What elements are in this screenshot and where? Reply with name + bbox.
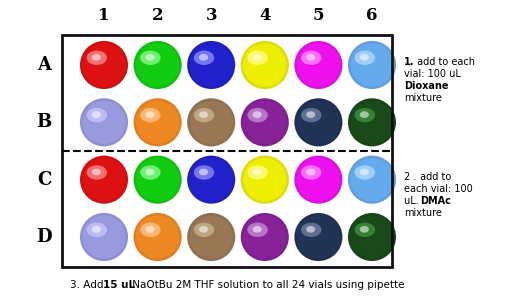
Ellipse shape xyxy=(306,226,315,233)
Text: 1: 1 xyxy=(98,6,110,23)
Ellipse shape xyxy=(360,111,369,118)
Text: NaOtBu 2M THF solution to all 24 vials using pipette: NaOtBu 2M THF solution to all 24 vials u… xyxy=(129,280,405,290)
Ellipse shape xyxy=(360,169,369,175)
Ellipse shape xyxy=(86,223,107,237)
Circle shape xyxy=(187,156,235,204)
Circle shape xyxy=(348,213,396,261)
Circle shape xyxy=(348,98,396,146)
Ellipse shape xyxy=(92,111,101,118)
Text: 2: 2 xyxy=(152,6,164,23)
Ellipse shape xyxy=(252,111,262,118)
Ellipse shape xyxy=(247,108,268,122)
Circle shape xyxy=(294,156,342,204)
Ellipse shape xyxy=(247,223,268,237)
Ellipse shape xyxy=(140,51,161,65)
Circle shape xyxy=(134,98,182,146)
Circle shape xyxy=(134,156,182,204)
Circle shape xyxy=(80,98,128,146)
Text: 4: 4 xyxy=(259,6,271,23)
Text: B: B xyxy=(36,113,52,131)
Ellipse shape xyxy=(306,169,315,175)
Text: D: D xyxy=(36,228,52,246)
Ellipse shape xyxy=(252,226,262,233)
Ellipse shape xyxy=(355,108,375,122)
Ellipse shape xyxy=(252,169,262,175)
Ellipse shape xyxy=(199,169,208,175)
Ellipse shape xyxy=(247,165,268,180)
Text: DMAc: DMAc xyxy=(420,196,451,206)
Ellipse shape xyxy=(145,54,155,61)
Text: add to each: add to each xyxy=(414,57,475,67)
Ellipse shape xyxy=(301,51,321,65)
Ellipse shape xyxy=(360,226,369,233)
Ellipse shape xyxy=(194,223,214,237)
Ellipse shape xyxy=(301,108,321,122)
Circle shape xyxy=(80,41,128,89)
Ellipse shape xyxy=(355,51,375,65)
Ellipse shape xyxy=(194,108,214,122)
Ellipse shape xyxy=(301,223,321,237)
Ellipse shape xyxy=(92,54,101,61)
Ellipse shape xyxy=(140,108,161,122)
Ellipse shape xyxy=(86,165,107,180)
Ellipse shape xyxy=(145,169,155,175)
Circle shape xyxy=(241,98,289,146)
Text: Dioxane: Dioxane xyxy=(404,81,448,91)
Ellipse shape xyxy=(145,111,155,118)
Ellipse shape xyxy=(92,226,101,233)
Ellipse shape xyxy=(140,165,161,180)
Ellipse shape xyxy=(199,111,208,118)
Circle shape xyxy=(241,156,289,204)
Text: mixture: mixture xyxy=(404,93,442,103)
Circle shape xyxy=(80,156,128,204)
Ellipse shape xyxy=(355,223,375,237)
Circle shape xyxy=(241,41,289,89)
Circle shape xyxy=(187,98,235,146)
Circle shape xyxy=(187,41,235,89)
Circle shape xyxy=(134,213,182,261)
Ellipse shape xyxy=(252,54,262,61)
Circle shape xyxy=(80,213,128,261)
Ellipse shape xyxy=(306,111,315,118)
Text: 5: 5 xyxy=(313,6,324,23)
Text: mixture: mixture xyxy=(404,208,442,218)
Text: each vial: 100: each vial: 100 xyxy=(404,184,473,194)
Ellipse shape xyxy=(92,169,101,175)
Ellipse shape xyxy=(86,51,107,65)
Text: 2 .: 2 . xyxy=(404,172,417,182)
Ellipse shape xyxy=(199,226,208,233)
Circle shape xyxy=(241,213,289,261)
Text: A: A xyxy=(37,56,51,74)
Circle shape xyxy=(134,41,182,89)
Text: uL.: uL. xyxy=(404,196,422,206)
Ellipse shape xyxy=(301,165,321,180)
Ellipse shape xyxy=(199,54,208,61)
Circle shape xyxy=(294,98,342,146)
Ellipse shape xyxy=(360,54,369,61)
Text: 3: 3 xyxy=(206,6,217,23)
Text: 15 uL: 15 uL xyxy=(103,280,135,290)
Circle shape xyxy=(294,41,342,89)
Ellipse shape xyxy=(306,54,315,61)
Circle shape xyxy=(294,213,342,261)
Ellipse shape xyxy=(355,165,375,180)
Ellipse shape xyxy=(194,165,214,180)
Circle shape xyxy=(187,213,235,261)
Text: 6: 6 xyxy=(366,6,378,23)
Text: add to: add to xyxy=(417,172,451,182)
Ellipse shape xyxy=(194,51,214,65)
Text: vial: 100 uL: vial: 100 uL xyxy=(404,69,461,79)
Ellipse shape xyxy=(247,51,268,65)
Ellipse shape xyxy=(86,108,107,122)
Text: 1.: 1. xyxy=(404,57,415,67)
Circle shape xyxy=(348,41,396,89)
Bar xyxy=(62,35,392,267)
Circle shape xyxy=(348,156,396,204)
Text: 3. Add: 3. Add xyxy=(70,280,107,290)
Ellipse shape xyxy=(145,226,155,233)
Text: C: C xyxy=(37,171,51,189)
Ellipse shape xyxy=(140,223,161,237)
